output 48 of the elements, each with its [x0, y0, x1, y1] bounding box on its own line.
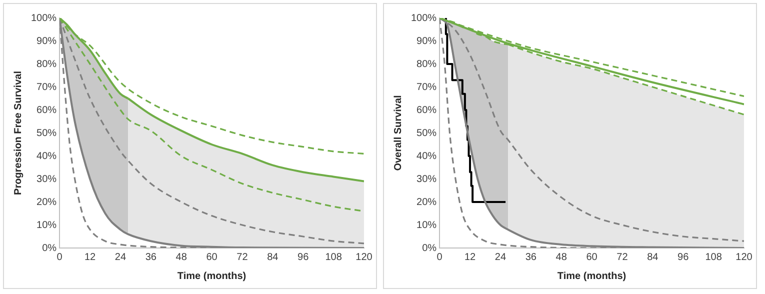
x-tick-label: 72	[236, 252, 248, 263]
x-tick-label: 12	[464, 252, 476, 263]
x-tick-label: 108	[325, 252, 342, 263]
x-tick-label: 48	[556, 252, 568, 263]
x-tick-label: 96	[298, 252, 310, 263]
y-axis-title: Overall Survival	[392, 94, 404, 171]
x-tick-label: 0	[56, 252, 63, 263]
x-tick-label: 12	[84, 252, 96, 263]
y-tick-label: 30%	[36, 174, 57, 185]
x-tick-label: 120	[356, 252, 373, 263]
x-tick-label: 120	[736, 252, 753, 263]
y-tick-label: 60%	[36, 104, 57, 116]
x-tick-label: 0	[436, 252, 443, 263]
y-tick-label: 10%	[36, 220, 57, 231]
x-tick-label: 24	[114, 252, 126, 263]
y-tick-label: 90%	[36, 36, 57, 47]
x-tick-label: 84	[267, 252, 279, 263]
y-tick-label: 50%	[36, 128, 57, 139]
y-tick-label: 20%	[36, 196, 57, 208]
x-tick-label: 108	[705, 252, 722, 263]
y-tick-label: 80%	[416, 58, 437, 70]
x-tick-label: 60	[206, 252, 218, 263]
y-tick-label: 70%	[36, 82, 57, 93]
y-tick-label: 20%	[416, 196, 437, 208]
y-tick-label: 100%	[31, 12, 57, 24]
y-tick-label: 90%	[416, 36, 437, 47]
y-tick-label: 50%	[416, 128, 437, 139]
x-tick-label: 60	[586, 252, 598, 263]
y-tick-label: 40%	[416, 150, 437, 162]
x-tick-label: 72	[616, 252, 628, 263]
y-tick-label: 0%	[42, 242, 57, 254]
x-axis-title: Time (months)	[557, 270, 626, 282]
y-axis-title: Progression Free Survival	[12, 70, 24, 195]
y-tick-label: 60%	[416, 104, 437, 116]
y-tick-label: 0%	[422, 242, 437, 254]
y-tick-label: 30%	[416, 174, 437, 185]
x-tick-label: 96	[678, 252, 690, 263]
y-tick-label: 80%	[36, 58, 57, 70]
x-axis-title: Time (months)	[177, 270, 246, 282]
y-tick-label: 100%	[411, 12, 437, 24]
y-tick-label: 40%	[36, 150, 57, 162]
x-tick-label: 36	[145, 252, 157, 263]
y-tick-label: 70%	[416, 82, 437, 93]
x-tick-label: 24	[494, 252, 506, 263]
x-tick-label: 48	[176, 252, 188, 263]
y-tick-label: 10%	[416, 220, 437, 231]
x-tick-label: 84	[647, 252, 659, 263]
x-tick-label: 36	[525, 252, 537, 263]
